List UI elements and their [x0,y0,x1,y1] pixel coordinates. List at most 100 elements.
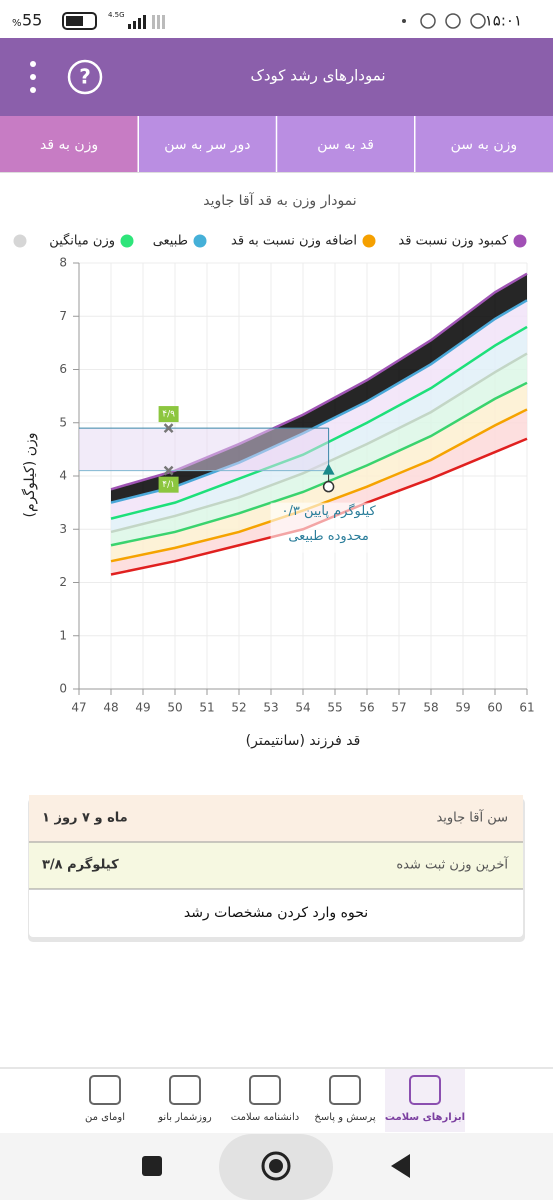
info-value: ۱ ماه و ۷ روز [42,811,128,826]
x-tick-label: 56 [359,701,374,715]
legend-dot [362,234,376,248]
x-tick-label: 53 [263,701,278,715]
battery-level: 55 [22,11,42,30]
range-band [111,300,527,519]
nav-label[interactable]: روزشمار بانو [157,1112,212,1123]
tab-label[interactable]: دور سر به سن [164,137,250,153]
x-tick-label: 59 [455,701,470,715]
menu-button[interactable] [30,61,36,93]
note-text: ۰/۳ کیلوگرم پایین [282,503,377,519]
range-band [111,353,527,546]
x-tick-label: 52 [231,701,246,715]
app-bar [0,38,553,116]
range-band [111,273,527,503]
info-label: سن آقا جاوید [436,809,508,826]
marker [163,423,174,433]
legend-dot [120,234,134,248]
marker-label-bg [158,406,179,423]
legend-dot [13,234,27,248]
status-dot [402,19,406,23]
x-tick-label: 61 [519,701,534,715]
x-axis-label: قد فرزند (سانتیمتر) [246,733,361,749]
nav-label[interactable]: اومای من [85,1112,125,1123]
nav-label[interactable]: ابزارهای سلامت [385,1112,465,1123]
y-tick-label: 4 [59,469,67,483]
battery-fill [66,16,83,26]
nav-icon [169,1075,201,1105]
nav-icon [409,1075,441,1105]
battery-unit: % [12,18,22,29]
tab-label[interactable]: وزن به قد [40,137,98,153]
y-tick-label: 0 [59,682,67,696]
legend-label: کمبود وزن نسبت قد [398,234,508,249]
reference-band [79,428,329,471]
y-tick-label: 8 [59,256,67,270]
legend-label: وزن میانگین [49,233,115,249]
tab[interactable] [276,116,415,172]
x-tick-label: 58 [423,701,438,715]
growth-curve [110,408,528,563]
x-tick-label: 55 [327,701,342,715]
x-tick-label: 48 [103,701,118,715]
chart-title: نمودار وزن به قد آقا جاوید [203,192,356,209]
note-bg [270,502,381,553]
signal-icon [128,15,165,29]
note-text: محدوده طبیعی [288,529,369,544]
info-label: آخرین وزن ثبت شده [396,856,509,873]
growth-curve [110,299,528,504]
x-tick-label: 60 [487,701,502,715]
tab[interactable] [138,116,277,172]
nav-icon [249,1075,281,1105]
normal-lower-point [322,463,335,475]
svg-text:?: ? [79,65,91,89]
nav-label[interactable]: دانشنامه سلامت [231,1112,299,1123]
marker-label: ۴/۹ [162,410,175,420]
range-band [111,382,527,562]
marker-label: ۴/۱ [162,480,175,490]
nav-icon [329,1075,361,1105]
growth-help-link[interactable]: نحوه وارد کردن مشخصات رشد [184,905,368,921]
x-tick-label: 47 [71,701,86,715]
range-band [111,409,527,575]
y-tick-label: 6 [59,362,67,376]
battery-icon [62,12,97,30]
marker [163,465,174,476]
x-tick-label: 49 [135,701,150,715]
child-point [322,480,335,493]
back-button[interactable] [391,1154,410,1178]
nav-active-bg [385,1069,465,1132]
legend-label: اضافه وزن نسبت به قد [231,234,357,249]
nav-label[interactable]: پرسش و پاسخ [314,1112,375,1123]
y-tick-label: 7 [59,309,67,323]
status-time: ۱۵:۰۱ [485,12,522,30]
x-tick-label: 54 [295,701,310,715]
tab-label[interactable]: وزن به سن [451,137,518,153]
recents-button[interactable] [142,1156,162,1176]
status-bar [0,0,553,38]
legend-dot [513,234,527,248]
home-button[interactable] [261,1151,291,1181]
nav-icon [89,1075,121,1105]
y-tick-label: 5 [59,415,67,429]
home-dot [269,1159,283,1173]
x-tick-label: 57 [391,701,406,715]
y-tick-label: 2 [59,575,67,589]
growth-curve [110,381,528,547]
tab-divider [0,172,553,173]
y-tick-label: 3 [59,522,67,536]
tab-label[interactable]: قد به سن [317,137,374,153]
bottom-nav: ابزارهای سلامت پرسش و پاسخ دانشنامه سلامت ر… [85,1069,465,1132]
tab[interactable] [414,116,553,172]
network-type: 4.5G [108,11,125,19]
growth-curve [110,352,528,534]
info-card [28,795,525,942]
status-icons [420,13,486,29]
help-button[interactable]: ? [67,59,103,95]
growth-curve [110,325,528,520]
marker-label-bg [158,476,179,493]
legend-label: طبیعی [153,234,188,249]
tab[interactable] [0,116,139,172]
